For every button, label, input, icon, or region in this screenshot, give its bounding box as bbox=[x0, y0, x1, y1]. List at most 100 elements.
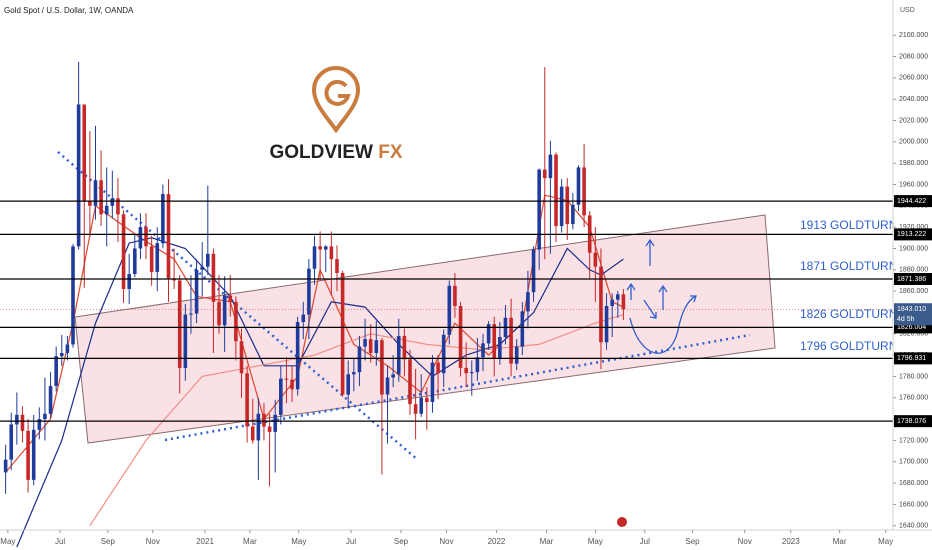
y-tick-label: 2080.000 bbox=[899, 53, 928, 60]
candle-body bbox=[54, 356, 58, 387]
candle-body bbox=[20, 414, 25, 431]
y-tick-label: 2000.000 bbox=[899, 139, 928, 146]
x-tick-label: May bbox=[588, 537, 603, 546]
candle-body bbox=[464, 367, 468, 374]
candle-body bbox=[520, 311, 525, 347]
candle-body bbox=[149, 246, 154, 272]
x-tick-label: Mar bbox=[540, 537, 554, 546]
candle-body bbox=[340, 272, 345, 395]
candle-body bbox=[132, 248, 137, 275]
candle-body bbox=[368, 339, 373, 353]
candle-body bbox=[509, 317, 513, 364]
arrow bbox=[626, 282, 636, 300]
candle-body bbox=[615, 294, 620, 300]
candle-body bbox=[475, 357, 480, 373]
candle-body bbox=[138, 227, 143, 249]
candle-body bbox=[548, 154, 553, 179]
logo-pin bbox=[311, 65, 361, 134]
candle-body bbox=[582, 167, 586, 216]
candle-body bbox=[3, 459, 8, 473]
candle-body bbox=[610, 299, 614, 307]
candle-body bbox=[425, 397, 429, 403]
level-label: 1826.004 bbox=[897, 324, 926, 331]
candle-body bbox=[295, 322, 300, 390]
x-tick-label: 2023 bbox=[782, 537, 800, 546]
level-annotation: 1871 GOLDTURN bbox=[800, 259, 897, 273]
candle-body bbox=[408, 359, 412, 405]
candle-body bbox=[301, 314, 306, 323]
level-label: 1871.386 bbox=[897, 276, 926, 283]
x-tick-label: Jul bbox=[640, 537, 650, 546]
candle-body bbox=[256, 413, 261, 441]
x-tick-label: Mar bbox=[243, 537, 257, 546]
candle-body bbox=[481, 343, 485, 358]
candle-body bbox=[599, 266, 603, 343]
x-tick-label: Sep bbox=[685, 537, 700, 546]
y-tick-label: 1780.000 bbox=[899, 373, 928, 380]
candle-body bbox=[88, 200, 92, 206]
moving-average bbox=[16, 237, 624, 548]
level-label-box bbox=[894, 195, 932, 208]
x-tick-label: Jul bbox=[346, 537, 356, 546]
arrow bbox=[629, 295, 697, 354]
currency: USD bbox=[900, 7, 915, 14]
candle-body bbox=[155, 243, 160, 272]
x-tick-label: May bbox=[0, 537, 15, 546]
y-tick-label: 2100.000 bbox=[899, 32, 928, 39]
y-tick-label: 1720.000 bbox=[899, 437, 928, 444]
candle-body bbox=[531, 249, 536, 293]
candle-body bbox=[576, 167, 581, 205]
candle-body bbox=[402, 335, 407, 360]
y-tick-label: 1660.000 bbox=[899, 501, 928, 508]
current-price-box bbox=[894, 303, 932, 326]
x-tick-label: May bbox=[291, 537, 306, 546]
level-label: 1944.422 bbox=[897, 198, 926, 205]
chart-title: Gold Spot / U.S. Dollar, 1W, OANDA bbox=[4, 6, 134, 15]
candle-body bbox=[554, 154, 558, 227]
candle-body bbox=[9, 424, 14, 460]
x-tick-label: Nov bbox=[439, 537, 453, 546]
x-tick-label: Nov bbox=[738, 537, 752, 546]
candle-body bbox=[31, 429, 36, 480]
candle-body bbox=[363, 339, 367, 347]
candle-body bbox=[441, 334, 446, 374]
candle-body bbox=[71, 246, 75, 345]
candle-body bbox=[447, 285, 452, 335]
candle-body bbox=[514, 346, 519, 364]
level-label-box bbox=[894, 228, 932, 241]
candle-body bbox=[104, 205, 109, 215]
level-annotation: 1913 GOLDTURN bbox=[800, 218, 897, 232]
candle-body bbox=[239, 341, 244, 374]
level-label: 1738.076 bbox=[897, 418, 926, 425]
candle-body bbox=[430, 362, 435, 403]
y-tick-label: 1980.000 bbox=[899, 160, 928, 167]
candle-body bbox=[65, 344, 70, 353]
candle-body bbox=[323, 246, 328, 250]
candle-body bbox=[161, 194, 165, 244]
candle-body bbox=[228, 295, 233, 302]
level-label: 1796.931 bbox=[897, 355, 926, 362]
y-tick-label: 1860.000 bbox=[899, 288, 928, 295]
candle-body bbox=[352, 372, 356, 375]
candle-body bbox=[391, 374, 395, 378]
x-tick-label: Jul bbox=[55, 537, 65, 546]
candle-body bbox=[290, 379, 294, 390]
level-label-box bbox=[894, 352, 932, 365]
candle-body bbox=[217, 301, 221, 326]
candle-body bbox=[250, 426, 255, 441]
x-tick-label: Mar bbox=[833, 537, 847, 546]
candle-body bbox=[110, 198, 115, 206]
x-tick-label: Sep bbox=[394, 537, 409, 546]
candle-body bbox=[183, 314, 188, 368]
candle-body bbox=[273, 414, 278, 432]
candle-body bbox=[222, 295, 227, 326]
candle-body bbox=[374, 340, 379, 353]
y-tick-label: 1920.000 bbox=[899, 224, 928, 231]
candle-body bbox=[307, 268, 311, 315]
y-tick-label: 1640.000 bbox=[899, 523, 928, 530]
arrow bbox=[643, 299, 657, 319]
level-label: 1913.222 bbox=[897, 231, 926, 238]
candle-body bbox=[492, 324, 497, 359]
current-price-label: 1843.010 bbox=[897, 306, 926, 313]
